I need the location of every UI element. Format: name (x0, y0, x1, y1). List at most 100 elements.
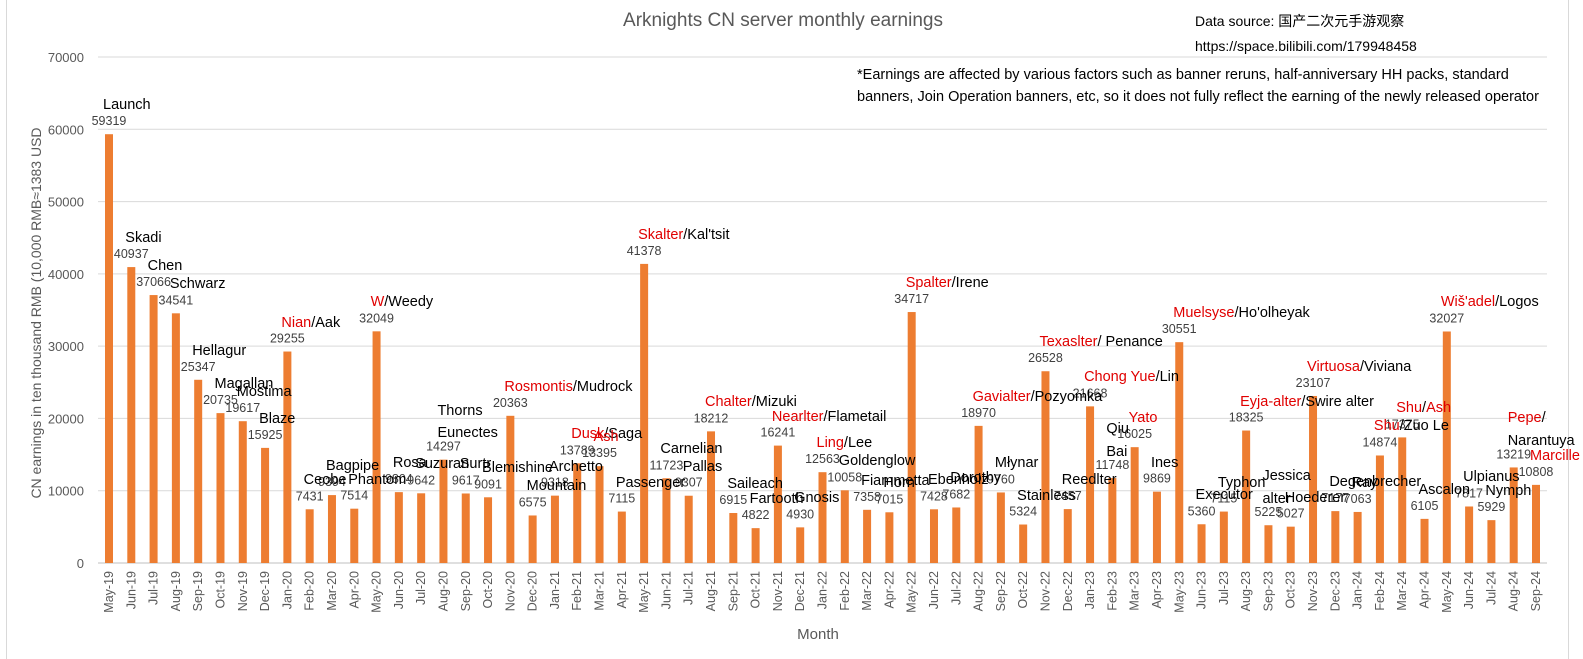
operator-annotation: Nymph (1485, 484, 1531, 499)
value-label: 25347 (181, 360, 216, 374)
value-label: 7115 (608, 492, 635, 506)
bar (528, 515, 537, 563)
value-label: 18970 (961, 406, 996, 420)
limited-operator-name: Muelsyse (1173, 305, 1235, 322)
operator-name: / Penance (1097, 334, 1163, 351)
x-tick-label: Mar-23 (1128, 571, 1142, 611)
operator-name: Jessica (1262, 468, 1311, 485)
bar (1019, 524, 1028, 563)
operator-name: Blemishine (482, 460, 553, 477)
x-tick-label: Sep-22 (994, 571, 1008, 611)
x-axis-ticks: May-19 Jun-19 Jul-19 Aug-19 Sep-19 Oct-19 Nov-… (102, 571, 1543, 613)
x-tick-label: Oct-19 (213, 571, 227, 609)
limited-operator-name: Chong Yue (1084, 369, 1156, 386)
x-tick-label: Jun-24 (1462, 571, 1476, 609)
operator-annotation: Hellagur (192, 344, 246, 359)
value-label: 18212 (694, 411, 729, 425)
operator-name: Surtr (459, 456, 492, 473)
operator-name: Mostima (236, 384, 292, 401)
operator-annotation: Surtr (460, 457, 491, 472)
value-label: 7682 (942, 487, 970, 501)
x-tick-label: Dec-21 (793, 571, 807, 611)
value-label: 5360 (1188, 504, 1216, 518)
value-label: 20363 (493, 396, 528, 410)
value-label: 7358 (853, 490, 881, 504)
bar (729, 513, 738, 563)
operator-name-line2: Bai (1106, 443, 1128, 460)
operator-name: /Lee (843, 435, 873, 452)
bar (1286, 526, 1295, 563)
limited-operator-name: Spalter (905, 275, 952, 292)
value-label: 9091 (474, 477, 502, 491)
bar (595, 466, 604, 563)
operator-name: /Logos (1495, 294, 1539, 311)
operator-name: Pallas (682, 458, 723, 475)
bar (1465, 506, 1474, 563)
operator-annotation: Młynar (995, 456, 1039, 471)
operator-name: /Aak (311, 314, 341, 331)
x-tick-label: Nov-23 (1306, 571, 1320, 611)
value-label: 7431 (296, 489, 324, 503)
limited-operator-name: Marcille (1530, 447, 1580, 464)
value-label: 7015 (875, 492, 903, 506)
y-tick-label: 20000 (48, 411, 84, 426)
operator-name: Phantom (348, 471, 407, 488)
value-label: 7063 (1344, 492, 1372, 506)
x-tick-label: Aug-22 (972, 571, 986, 611)
operator-annotation: Blaze (259, 412, 295, 427)
x-tick-label: Jun-22 (927, 571, 941, 609)
operator-name: Ray (1351, 474, 1378, 491)
operator-annotation: Thorns Eunectes (437, 403, 497, 441)
operator-annotation: Jessica alter (1262, 469, 1310, 506)
x-tick-label: May-24 (1440, 571, 1454, 613)
limited-operator-name: Virtuosa (1307, 358, 1360, 375)
value-label: 10058 (827, 470, 862, 484)
x-tick-label: May-20 (370, 571, 384, 613)
bar (1532, 484, 1540, 563)
operator-name: / (1422, 400, 1427, 417)
x-tick-label: Jul-23 (1217, 571, 1231, 605)
operator-name: Młynar (994, 455, 1039, 472)
operator-name: Suzuran (415, 456, 470, 473)
operator-annotation: Ash (594, 430, 619, 445)
operator-annotation: Pallas (682, 458, 723, 475)
value-label: 37066 (136, 275, 171, 289)
operator-annotation: Magallan (214, 377, 273, 392)
x-tick-label: Jun-21 (659, 571, 673, 609)
bar (684, 495, 693, 563)
value-label: 32049 (359, 311, 394, 325)
bar (439, 459, 448, 563)
operator-annotation: Chong Yue/Lin (1084, 370, 1179, 385)
operator-annotation: Marcille (1530, 449, 1580, 464)
x-tick-label: Aug-19 (169, 571, 183, 611)
limited-operator-name: W (370, 294, 385, 311)
value-label: 16025 (1117, 427, 1152, 441)
operator-annotation: Muelsyse/Ho'olheyak (1173, 306, 1310, 321)
value-label: 5225 (1255, 505, 1283, 519)
operator-annotation: Pepe/ Narantuya (1508, 411, 1575, 448)
limited-operator-name: Nian (281, 314, 312, 331)
x-tick-label: Mar-22 (860, 571, 874, 611)
bar (305, 509, 314, 563)
bar (1353, 511, 1362, 563)
bar (261, 447, 270, 563)
y-tick-label: 10000 (48, 484, 84, 499)
operator-name: Fartooth (749, 491, 804, 508)
x-tick-label: Sep-19 (191, 571, 205, 611)
bar (1331, 511, 1340, 563)
bar (1309, 395, 1318, 563)
x-tick-label: Jun-23 (1195, 571, 1209, 609)
y-tick-label: 40000 (48, 267, 84, 282)
value-label: 6575 (519, 495, 547, 509)
operator-annotation: Nearlter/Flametail (772, 409, 886, 425)
x-tick-label: Feb-20 (303, 571, 317, 611)
limited-operator-name: Ash (593, 429, 619, 446)
y-tick-label: 70000 (48, 50, 84, 65)
x-tick-label: Apr-20 (347, 571, 361, 609)
operator-name: Typhon (1217, 474, 1266, 491)
x-tick-label: Jan-21 (548, 571, 562, 609)
value-label: 11723 (650, 458, 684, 472)
data-source: Data source: 国产二次元手游观察 https://space.bil… (1195, 9, 1417, 59)
